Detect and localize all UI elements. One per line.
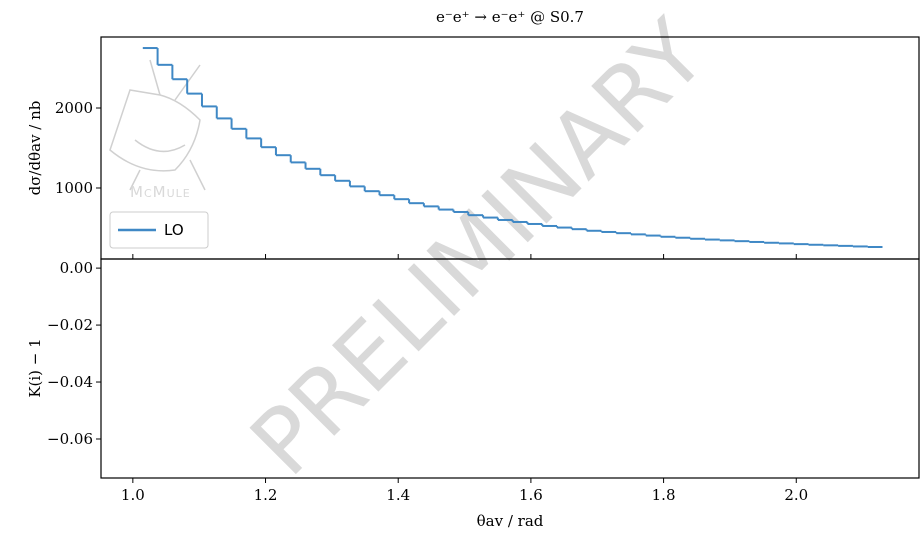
y-tick-label: 1000	[55, 179, 93, 197]
x-tick-label: 1.8	[652, 486, 676, 504]
legend-label: LO	[164, 221, 184, 239]
y-axis-label: dσ/dθav / nb	[26, 101, 44, 196]
chart-title: e⁻e⁺ → e⁻e⁺ @ S0.7	[436, 8, 584, 26]
y-tick-label: −0.06	[47, 430, 93, 448]
y-tick-label: −0.02	[47, 316, 93, 334]
x-tick-label: 1.0	[121, 486, 145, 504]
x-tick-label: 1.4	[386, 486, 410, 504]
y-tick-label: 2000	[55, 99, 93, 117]
y-tick-label: −0.04	[47, 373, 93, 391]
x-tick-label: 1.6	[519, 486, 543, 504]
x-tick-label: 2.0	[784, 486, 808, 504]
legend-box	[109, 211, 209, 249]
x-axis-label: θav / rad	[477, 512, 544, 530]
x-tick-label: 1.2	[254, 486, 278, 504]
watermark: PRELIMINARY	[231, 0, 727, 496]
logo-text: McMule	[130, 183, 191, 201]
y-axis-label: K(i) − 1	[26, 338, 44, 397]
plot-frame	[100, 258, 920, 479]
y-tick-label: 0.00	[60, 259, 93, 277]
logo	[109, 59, 206, 191]
